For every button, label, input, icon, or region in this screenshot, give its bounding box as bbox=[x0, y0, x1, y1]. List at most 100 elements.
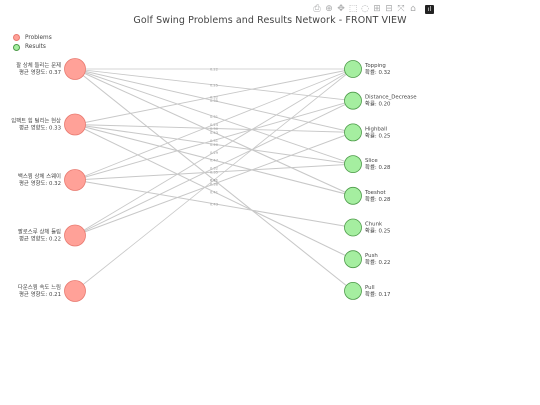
zoom-in-icon[interactable]: ⊞ bbox=[373, 4, 381, 14]
result-node-label: Highball bbox=[365, 126, 387, 132]
edge-line bbox=[74, 68, 354, 197]
result-node-probability: 확률: 0.28 bbox=[365, 163, 391, 171]
problem-node-circle bbox=[64, 113, 86, 136]
lasso-select-icon[interactable]: ◌ bbox=[361, 4, 369, 14]
edge-weight-label: 0.41 bbox=[210, 178, 218, 182]
problem-node-impact: 평균 영향도: 0.22 bbox=[19, 235, 61, 243]
edge-weight-label: 0.22 bbox=[210, 68, 218, 72]
result-node-circle bbox=[344, 91, 362, 110]
legend-item-results[interactable]: Results bbox=[13, 43, 52, 52]
result-node-label: Topping bbox=[364, 63, 386, 69]
result-node-probability: 확률: 0.28 bbox=[365, 195, 391, 203]
result-node-label: Pull bbox=[365, 285, 375, 291]
result-node-label: Push bbox=[365, 253, 378, 259]
problem-node-label: 백스윙 상체 스웨이 bbox=[18, 172, 61, 180]
edge-weight-labels: 0.22 0.25 0.35 0.31 0.43 0.41 0.32 0.30 0.40 0.47… bbox=[210, 68, 219, 207]
result-node-probability: 확률: 0.32 bbox=[365, 68, 390, 76]
edge-line bbox=[74, 124, 354, 133]
problem-node-label: 팔 상체 들리는 문제 bbox=[16, 61, 61, 69]
camera-icon[interactable]: ⎙ bbox=[313, 4, 321, 14]
result-node-circle bbox=[344, 218, 362, 237]
edge-weight-label: 0.47 bbox=[210, 159, 218, 163]
result-node-circle bbox=[344, 123, 362, 142]
edge-line bbox=[74, 68, 354, 165]
edge-weight-label: 0.35 bbox=[210, 171, 218, 175]
zoom-out-icon[interactable]: ⊟ bbox=[385, 4, 393, 14]
edge-line bbox=[74, 68, 354, 133]
problem-node-circle bbox=[64, 169, 86, 191]
edge-weight-label: 0.24 bbox=[210, 123, 219, 127]
edge-weight-label: 0.43 bbox=[210, 131, 218, 135]
edge-weight-label: 0.29 bbox=[210, 151, 219, 155]
problem-node-impact: 평균 영향도: 0.37 bbox=[19, 68, 61, 76]
problem-node-impact: 평균 영향도: 0.33 bbox=[19, 124, 61, 132]
edge-weight-label: 0.35 bbox=[210, 99, 218, 103]
edge-weight-label: 0.38 bbox=[210, 182, 219, 186]
edge-line bbox=[74, 100, 354, 236]
plotly-logo-icon[interactable]: ıl bbox=[425, 5, 434, 14]
zoom-icon[interactable]: ⊕ bbox=[325, 4, 333, 14]
edge-weight-label: 0.21 bbox=[210, 179, 218, 183]
edge-line bbox=[74, 68, 354, 236]
edges bbox=[74, 68, 354, 292]
edge-weight-label: 0.43 bbox=[210, 202, 218, 206]
legend-item-problems[interactable]: Problems bbox=[13, 33, 52, 42]
result-node-label: Slice bbox=[365, 158, 378, 164]
edge-weight-label: 0.31 bbox=[210, 139, 218, 143]
result-node-circle bbox=[344, 186, 362, 205]
edge-weight-label: 0.40 bbox=[210, 143, 219, 147]
problem-node-label: 다운스윙 속도 느림 bbox=[18, 283, 61, 291]
legend: Problems Results bbox=[13, 33, 52, 52]
result-node-probability: 확률: 0.20 bbox=[365, 100, 391, 108]
edge-line bbox=[74, 68, 354, 102]
problem-node-circle bbox=[64, 224, 86, 247]
problem-node-label: 팔로스루 상체 들림 bbox=[18, 228, 61, 236]
result-node-probability: 확률: 0.25 bbox=[365, 227, 390, 235]
result-node-circle bbox=[344, 60, 362, 78]
modebar: ⎙ ⊕ ✥ ⬚ ◌ ⊞ ⊟ ⤧ ⌂ ıl bbox=[312, 3, 434, 16]
legend-marker-results bbox=[13, 43, 20, 51]
autoscale-icon[interactable]: ⤧ bbox=[397, 4, 405, 14]
edge-line bbox=[74, 123, 354, 165]
result-node-circle bbox=[344, 155, 362, 174]
chart-title: Golf Swing Problems and Results Network … bbox=[133, 15, 407, 26]
result-node-circle bbox=[344, 281, 362, 300]
problem-node-circle bbox=[64, 58, 86, 80]
edge-line bbox=[74, 123, 354, 197]
edge-line bbox=[74, 68, 354, 181]
box-select-icon[interactable]: ⬚ bbox=[348, 4, 358, 14]
result-node-probability: 확률: 0.22 bbox=[365, 258, 390, 266]
edge-weight-label: 0.30 bbox=[210, 127, 219, 131]
legend-marker-problems bbox=[13, 34, 20, 41]
edge-line bbox=[74, 68, 354, 125]
result-node-circle bbox=[344, 250, 362, 269]
pan-icon[interactable]: ✥ bbox=[337, 4, 345, 14]
legend-label-results: Results bbox=[25, 44, 46, 50]
edge-line bbox=[74, 100, 354, 181]
problem-node-circle bbox=[64, 280, 86, 302]
result-node-probability: 확률: 0.17 bbox=[365, 290, 390, 298]
result-node-probability: 확률: 0.25 bbox=[365, 131, 390, 139]
edge-line bbox=[74, 68, 354, 292]
result-node-label: Distance_Decrease bbox=[365, 95, 417, 101]
edge-weight-label: 0.31 bbox=[210, 115, 218, 119]
result-node-label: Chunk bbox=[365, 222, 383, 228]
edge-weight-label: 0.32 bbox=[210, 95, 218, 99]
edge-line bbox=[74, 163, 354, 181]
edge-line bbox=[74, 131, 354, 236]
problem-node-impact: 평균 영향도: 0.21 bbox=[19, 290, 61, 298]
reset-axes-icon[interactable]: ⌂ bbox=[410, 4, 416, 14]
edge-weight-label: 0.32 bbox=[210, 167, 218, 171]
